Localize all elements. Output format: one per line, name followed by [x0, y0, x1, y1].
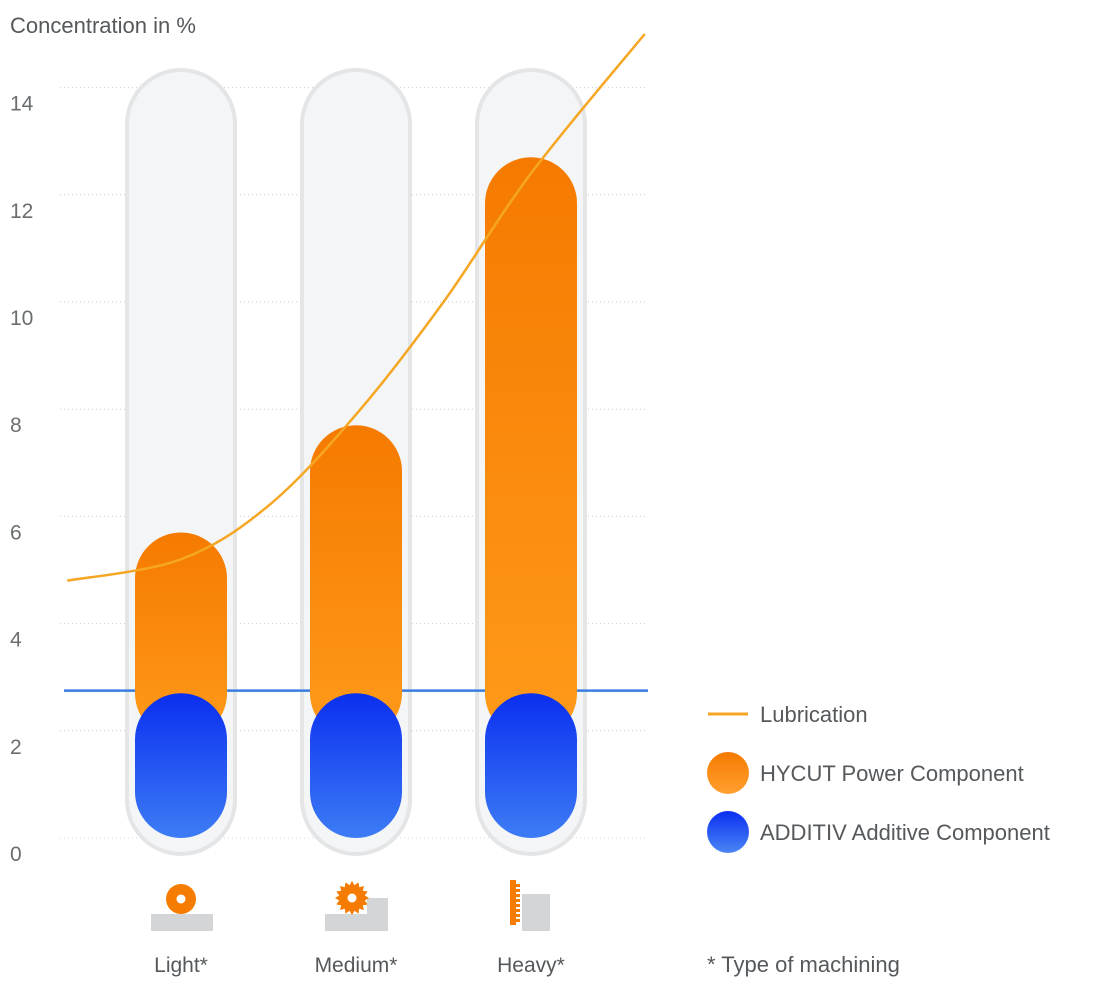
medium-machining-icon: [325, 881, 388, 931]
legend-item-hycut: HYCUT Power Component: [707, 752, 1024, 794]
bar-hycut-power: [485, 157, 577, 740]
y-tick-label: 0: [10, 843, 22, 866]
category-label: Medium*: [315, 954, 398, 977]
bar-additiv-additive: [485, 693, 577, 838]
bar-additiv-additive: [135, 693, 227, 838]
footnote: * Type of machining: [707, 952, 900, 977]
lubrication-line: [67, 33, 646, 582]
y-tick-label: 6: [10, 521, 22, 544]
category-label: Light*: [154, 954, 208, 977]
y-axis-label: Concentration in %: [10, 13, 196, 38]
legend-item-lubrication: Lubrication: [708, 702, 868, 727]
y-tick-label: 8: [10, 414, 22, 437]
legend-swatch: [707, 811, 749, 853]
light-machining-icon: [151, 884, 213, 931]
legend-label: ADDITIV Additive Component: [760, 820, 1050, 845]
y-tick-label: 10: [10, 307, 33, 330]
y-tick-label: 4: [10, 629, 22, 652]
category-label: Heavy*: [497, 954, 565, 977]
legend-item-additiv: ADDITIV Additive Component: [707, 811, 1050, 853]
legend-label: Lubrication: [760, 702, 868, 727]
legend-label: HYCUT Power Component: [760, 761, 1024, 786]
bar-hycut-power: [310, 425, 402, 740]
bar-hycut-power: [135, 532, 227, 740]
heavy-machining-icon: [510, 880, 550, 931]
y-tick-label: 14: [10, 93, 34, 116]
y-tick-label: 2: [10, 736, 22, 759]
legend-swatch: [707, 752, 749, 794]
bar-additiv-additive: [310, 693, 402, 838]
y-tick-label: 12: [10, 200, 33, 223]
